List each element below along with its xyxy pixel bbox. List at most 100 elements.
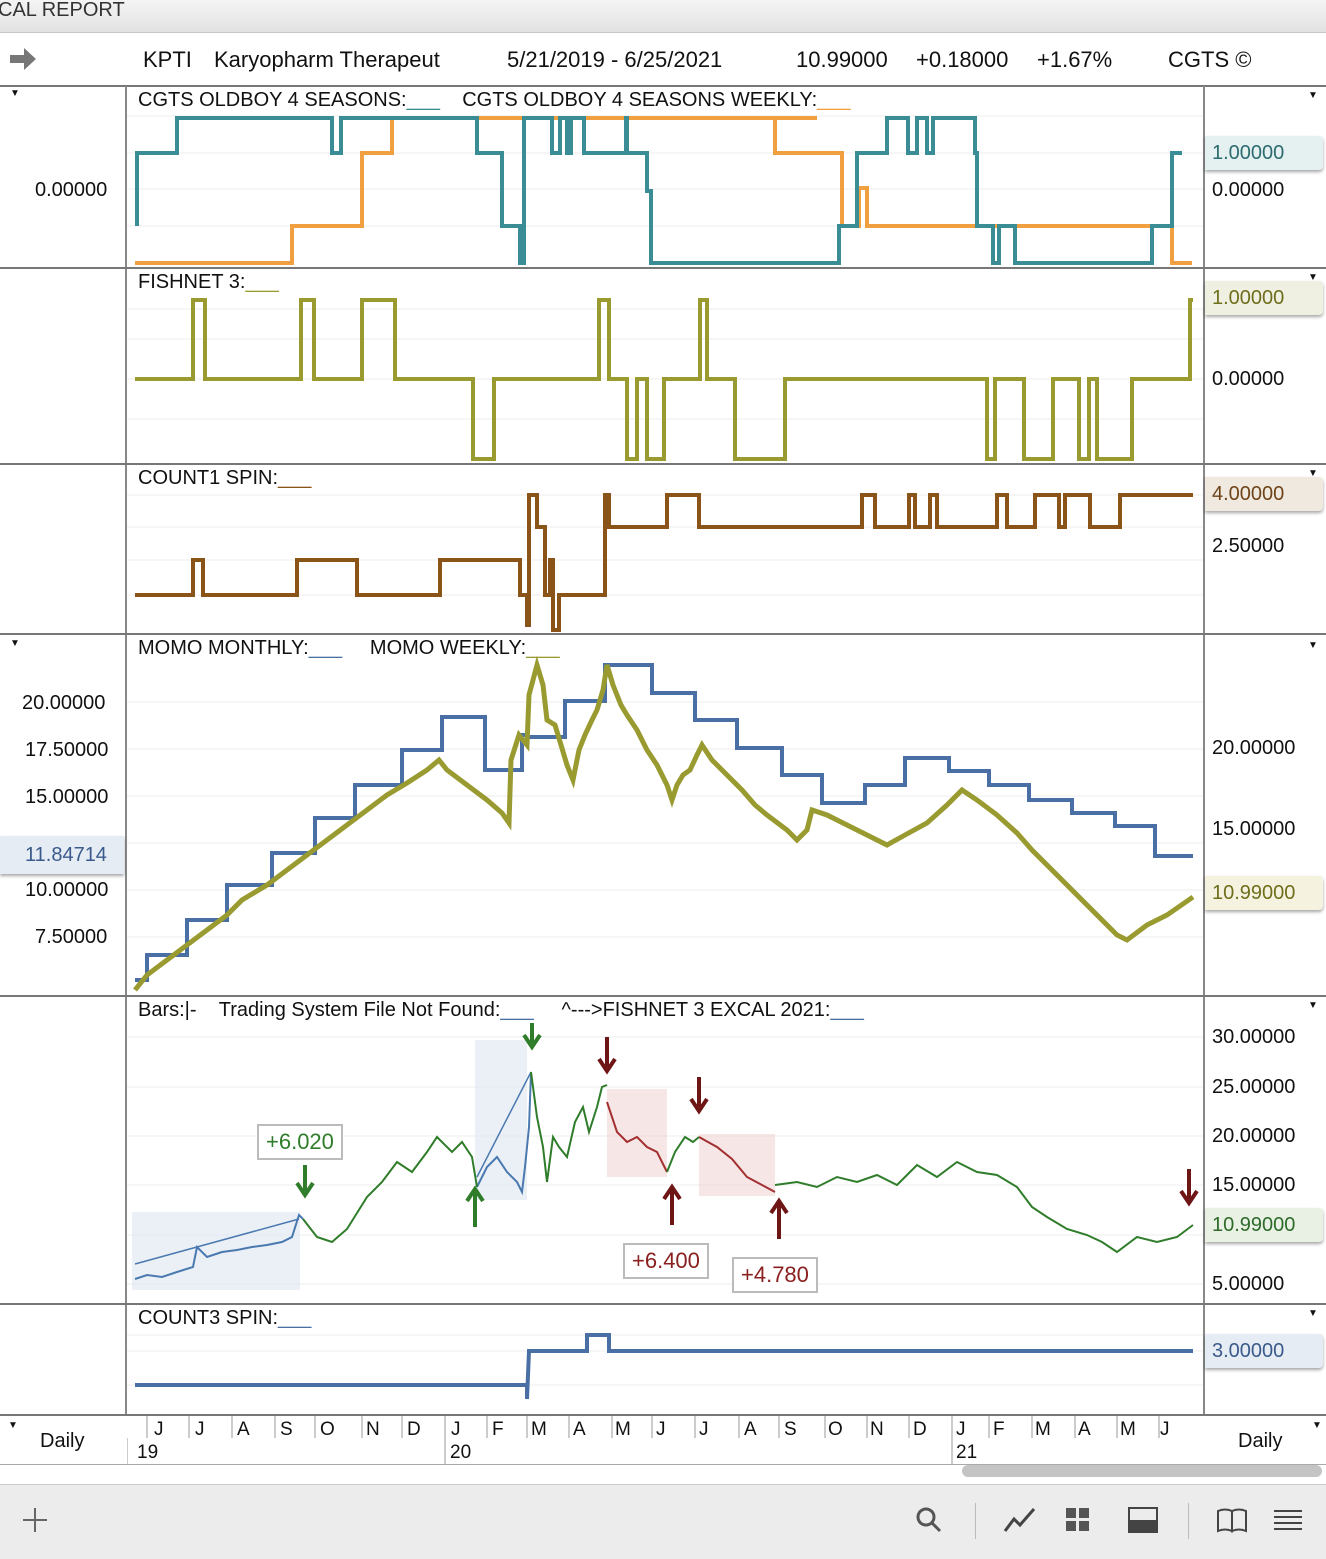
month-label: J: [656, 1419, 666, 1440]
month-label: A: [744, 1419, 757, 1440]
month-label: S: [280, 1419, 293, 1440]
trade-annotation: +6.400: [623, 1243, 709, 1279]
window-title: CAL REPORT: [0, 0, 125, 21]
price-line-blue: [476, 1071, 532, 1196]
panel2-title: FISHNET 3:___: [138, 271, 279, 293]
add-icon[interactable]: [20, 1505, 50, 1535]
oldboy-4-seasons-line: [135, 116, 1182, 265]
panel5-plot: [127, 1023, 1203, 1290]
momo-weekly-line: [133, 655, 1195, 992]
month-label: N: [870, 1419, 884, 1440]
panel-separator[interactable]: [0, 633, 1326, 635]
panel4-value-badge: 10.99000: [1205, 876, 1323, 910]
trade-zone-short: [607, 1089, 667, 1177]
search-icon[interactable]: [914, 1505, 944, 1535]
panel-menu-caret[interactable]: ▼: [1308, 1308, 1318, 1319]
panel5-right-label: 20.00000: [1212, 1125, 1296, 1147]
year-label: 21: [956, 1442, 978, 1463]
month-label: A: [1078, 1419, 1091, 1440]
time-axis: ▼ Daily ▼ Daily J J A S O N D J F M A M …: [0, 1414, 1326, 1465]
price-change: +0.18000: [916, 47, 1009, 72]
menu-icon[interactable]: [1272, 1505, 1304, 1535]
month-label: O: [320, 1419, 335, 1440]
symbol-info-bar: KPTI Karyopharm Therapeut 5/21/2019 - 6/…: [0, 33, 1326, 87]
month-label: F: [993, 1419, 1005, 1440]
panel3-title: COUNT1 SPIN:___: [138, 467, 312, 489]
panel-menu-caret[interactable]: ▼: [1308, 1000, 1318, 1011]
period-caret[interactable]: ▼: [1312, 1420, 1322, 1431]
arrow-up-icon: [662, 1183, 682, 1225]
arrow-right-icon[interactable]: [8, 47, 38, 71]
momo-monthly-line: [135, 663, 1193, 982]
trend-line-blue: [476, 1071, 532, 1178]
panel5-right-label: 30.00000: [1212, 1026, 1296, 1048]
right-axis-column: [1203, 86, 1326, 1414]
price-line-green: [302, 1135, 478, 1244]
panel6-plot: [127, 1333, 1203, 1400]
panel1-right-label: 0.00000: [1212, 179, 1285, 201]
arrow-down-icon: [1179, 1169, 1199, 1207]
panel-layout-icon[interactable]: [1127, 1505, 1159, 1535]
panel4-left-label: 10.00000: [25, 879, 109, 901]
trade-annotation: +6.020: [257, 1124, 343, 1160]
month-label: F: [492, 1419, 504, 1440]
panel4-left-label: 17.50000: [25, 739, 109, 761]
month-label: D: [407, 1419, 421, 1440]
left-axis-column: [0, 86, 127, 1414]
month-label: J: [699, 1419, 709, 1440]
panel4-right-label: 15.00000: [1212, 818, 1296, 840]
month-label: N: [366, 1419, 380, 1440]
fishnet-line: [135, 298, 1193, 461]
arrow-down-icon: [597, 1037, 617, 1075]
period-caret[interactable]: ▼: [8, 1420, 18, 1431]
panel3-value-badge: 4.00000: [1205, 477, 1323, 511]
panel-separator[interactable]: [0, 267, 1326, 269]
month-label: J: [956, 1419, 966, 1440]
panel4-right-label: 20.00000: [1212, 737, 1296, 759]
arrow-down-icon: [689, 1077, 709, 1115]
panel-menu-caret[interactable]: ▼: [1308, 640, 1318, 651]
period-selector-left[interactable]: Daily: [40, 1430, 85, 1452]
panel6-value-badge: 3.00000: [1205, 1334, 1323, 1368]
panel4-plot: [127, 655, 1203, 992]
period-selector-right[interactable]: Daily: [1238, 1430, 1283, 1452]
trade-zone-long: [132, 1212, 300, 1290]
panel-menu-caret[interactable]: ▼: [1308, 468, 1318, 479]
panel-separator[interactable]: [0, 1303, 1326, 1305]
price-change-pct: +1.67%: [1037, 47, 1113, 72]
panel1-left-label: 0.00000: [35, 179, 108, 201]
month-label: M: [1120, 1419, 1136, 1440]
horizontal-scrollbar[interactable]: [962, 1465, 1322, 1477]
book-icon[interactable]: [1215, 1505, 1249, 1535]
panel3-plot: [127, 493, 1203, 632]
panel-menu-caret[interactable]: ▼: [1308, 272, 1318, 283]
month-label: J: [451, 1419, 461, 1440]
month-label: J: [1160, 1419, 1170, 1440]
price-line-green: [666, 1135, 700, 1173]
panel-menu-caret[interactable]: ▼: [1308, 90, 1318, 101]
grid-icon[interactable]: [1064, 1505, 1092, 1535]
chart-line-icon[interactable]: [1003, 1505, 1037, 1535]
panel-separator[interactable]: [0, 463, 1326, 465]
panel5-right-label: 25.00000: [1212, 1076, 1296, 1098]
month-label: J: [154, 1419, 164, 1440]
panel-menu-caret[interactable]: ▼: [10, 88, 20, 99]
month-label: O: [828, 1419, 843, 1440]
signal-arrows: [295, 1023, 1199, 1239]
panel-separator[interactable]: [0, 995, 1326, 997]
panel5-right-label: 5.00000: [1212, 1273, 1285, 1295]
month-label: A: [237, 1419, 250, 1440]
month-label: S: [784, 1419, 797, 1440]
symbol: KPTI: [143, 47, 192, 72]
panel5-right-label: 15.00000: [1212, 1174, 1296, 1196]
panel-menu-caret[interactable]: ▼: [10, 638, 20, 649]
month-label: M: [615, 1419, 631, 1440]
month-label: D: [913, 1419, 927, 1440]
price-line-green: [530, 1071, 608, 1183]
month-label: J: [195, 1419, 205, 1440]
month-label: M: [531, 1419, 547, 1440]
bottom-toolbar: [0, 1484, 1326, 1559]
price-line-blue: [134, 1213, 304, 1280]
arrow-up-icon: [769, 1197, 789, 1239]
oldboy-weekly-line: [135, 116, 1192, 265]
